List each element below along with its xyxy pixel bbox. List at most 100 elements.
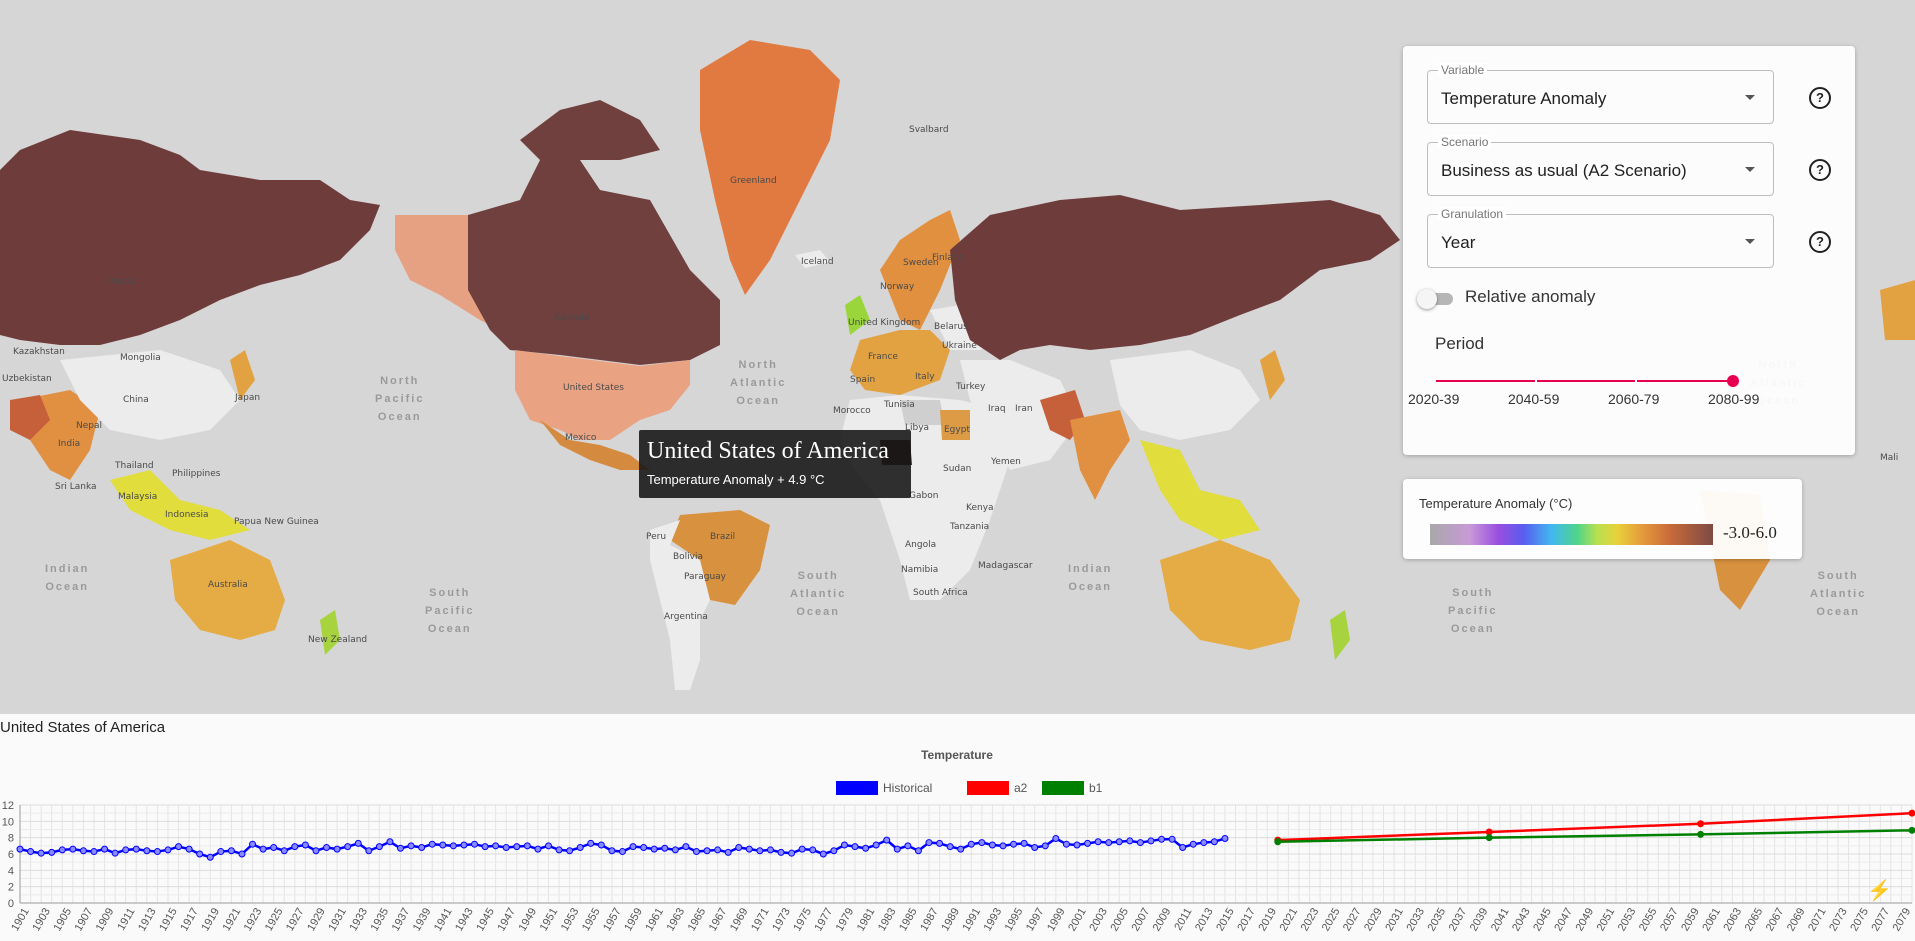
data-point [1147, 837, 1155, 845]
region-west-europe [850, 330, 950, 395]
legend-label: b1 [1089, 781, 1103, 795]
map-label: Mali [1880, 453, 1899, 463]
x-tick-label: 2013 [1193, 906, 1216, 933]
region-europe-east-edge [1880, 280, 1915, 340]
region-japan-west [230, 350, 255, 400]
x-tick-label: 1933 [347, 906, 370, 933]
region-southeast-asia [1140, 440, 1260, 540]
scenario-select[interactable]: Scenario Business as usual (A2 Scenario) [1427, 135, 1774, 196]
data-point [851, 843, 859, 851]
lightning-icon[interactable]: ⚡ [1867, 880, 1892, 902]
map-label: Egypt [944, 425, 970, 435]
data-point [1908, 809, 1915, 817]
x-tick-label: 1985 [897, 906, 920, 933]
x-tick-label: 2051 [1595, 906, 1618, 933]
slider-thumb[interactable] [1727, 375, 1739, 387]
x-tick-label: 1977 [813, 906, 836, 933]
x-tick-label: 2061 [1700, 906, 1723, 933]
data-point [1210, 838, 1218, 846]
map-label: Australia [208, 580, 248, 590]
variable-select[interactable]: Variable Temperature Anomaly [1427, 63, 1774, 124]
x-tick-label: 1969 [728, 906, 751, 933]
help-icon[interactable]: ? [1809, 87, 1831, 109]
data-point [206, 853, 214, 861]
data-point [1010, 840, 1018, 848]
data-point [523, 842, 531, 850]
data-point [460, 841, 468, 849]
period-label: Period [1435, 334, 1485, 353]
region-alaska [395, 215, 500, 330]
data-point [333, 845, 341, 853]
data-point [650, 845, 658, 853]
selected-country-name: United States of America [0, 719, 166, 736]
map-label: United Kingdom [848, 318, 921, 328]
period-tick[interactable]: 2040-59 [1508, 391, 1560, 407]
legend-color-bar [1430, 524, 1713, 545]
x-tick-label: 1957 [601, 906, 624, 933]
x-tick-label: 1949 [517, 906, 540, 933]
map-label: Bolivia [673, 552, 704, 562]
data-point [777, 848, 785, 856]
x-tick-label: 1923 [242, 906, 265, 933]
data-point [576, 843, 584, 851]
data-point [1126, 837, 1134, 845]
data-point [798, 845, 806, 853]
x-tick-label: 1987 [918, 906, 941, 933]
data-point [185, 845, 193, 853]
help-icon[interactable]: ? [1809, 159, 1831, 181]
color-legend: Temperature Anomaly (°C) -3.0-6.0 [1403, 479, 1802, 559]
period-tick[interactable]: 2060-79 [1608, 391, 1660, 407]
data-point [703, 847, 711, 855]
data-point [90, 848, 98, 856]
x-tick-label: 1983 [876, 906, 899, 933]
data-point [1073, 841, 1081, 849]
x-tick-label: 2077 [1869, 906, 1892, 933]
chevron-down-icon [1745, 167, 1755, 172]
data-point [1105, 839, 1113, 847]
relative-anomaly-label: Relative anomaly [1465, 287, 1596, 306]
data-point [1908, 826, 1915, 834]
region-canada [468, 160, 720, 365]
x-tick-label: 1995 [1003, 906, 1026, 933]
x-tick-label: 1973 [770, 906, 793, 933]
map-label: Spain [850, 375, 876, 385]
data-point [238, 850, 246, 858]
data-point [397, 844, 405, 852]
data-point [354, 839, 362, 847]
scenario-label: Scenario [1438, 135, 1492, 149]
data-point [481, 843, 489, 851]
legend-swatch [967, 781, 1009, 795]
granulation-label: Granulation [1438, 207, 1507, 221]
x-tick-label: 2057 [1658, 906, 1681, 933]
x-tick-label: 2021 [1278, 906, 1301, 933]
map-label: India [58, 439, 81, 449]
x-tick-label: 1965 [686, 906, 709, 933]
data-point [1041, 842, 1049, 850]
data-point [1221, 834, 1229, 842]
data-point [957, 845, 965, 853]
data-point [840, 841, 848, 849]
data-point [735, 843, 743, 851]
data-point [1062, 840, 1070, 848]
data-point [988, 841, 996, 849]
data-point [111, 849, 119, 857]
region-india [1070, 410, 1130, 500]
region-brazil [670, 510, 770, 605]
granulation-value: Year [1441, 233, 1476, 252]
x-tick-label: 1959 [622, 906, 645, 933]
x-tick-label: 2017 [1235, 906, 1258, 933]
x-tick-label: 2041 [1489, 906, 1512, 933]
help-icon[interactable]: ? [1809, 231, 1831, 253]
relative-anomaly-toggle[interactable] [1417, 289, 1453, 309]
x-tick-label: 1903 [30, 906, 53, 933]
period-tick[interactable]: 2080-99 [1708, 391, 1760, 407]
period-tick[interactable]: 2020-39 [1408, 391, 1460, 407]
data-point [27, 848, 35, 856]
x-tick-label: 2007 [1130, 906, 1153, 933]
granulation-select[interactable]: Granulation Year [1427, 207, 1774, 268]
map-label: Nepal [76, 421, 102, 431]
period-slider[interactable] [1436, 371, 1739, 391]
x-tick-label: 2005 [1108, 906, 1131, 933]
data-point [1697, 830, 1705, 838]
